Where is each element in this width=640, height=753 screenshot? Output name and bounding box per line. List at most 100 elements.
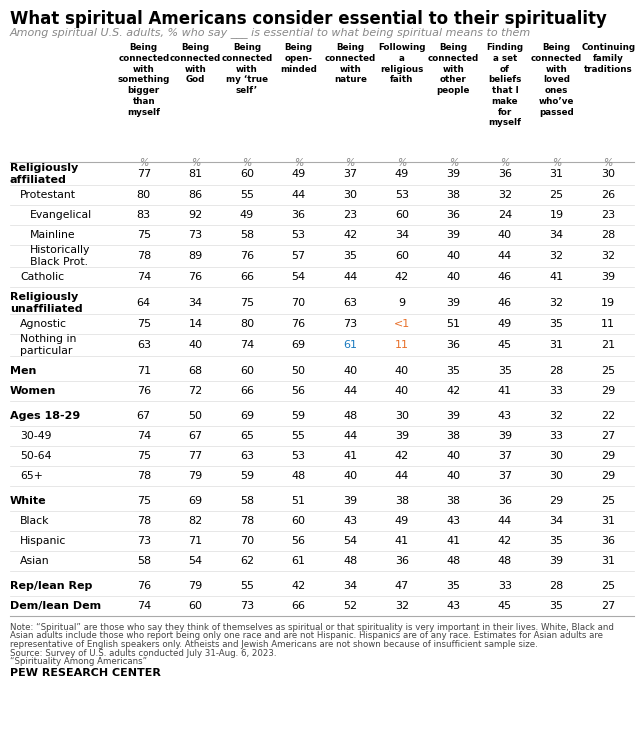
Text: Black: Black <box>20 516 49 526</box>
Text: 60: 60 <box>395 251 409 261</box>
Text: 30: 30 <box>395 411 409 421</box>
Text: Continuing
family
traditions: Continuing family traditions <box>581 43 636 74</box>
Text: 55: 55 <box>240 190 254 200</box>
Text: 36: 36 <box>498 496 512 506</box>
Text: 61: 61 <box>292 556 306 566</box>
Text: 23: 23 <box>601 210 615 220</box>
Text: 73: 73 <box>240 601 254 611</box>
Text: 34: 34 <box>188 298 202 308</box>
Text: 58: 58 <box>240 496 254 506</box>
Text: 33: 33 <box>550 431 564 441</box>
Text: 35: 35 <box>447 581 460 591</box>
Text: Finding
a set
of
beliefs
that I
make
for
myself: Finding a set of beliefs that I make for… <box>486 43 524 127</box>
Text: 42: 42 <box>446 386 461 396</box>
Text: 47: 47 <box>395 581 409 591</box>
Text: Being
open-
minded: Being open- minded <box>280 43 317 74</box>
Text: 42: 42 <box>343 230 357 240</box>
Text: 41: 41 <box>550 272 564 282</box>
Text: 51: 51 <box>292 496 306 506</box>
Text: 48: 48 <box>343 411 357 421</box>
Text: 79: 79 <box>188 581 202 591</box>
Text: 11: 11 <box>395 340 409 350</box>
Text: 67: 67 <box>137 411 151 421</box>
Text: 32: 32 <box>395 601 409 611</box>
Text: “Spirituality Among Americans”: “Spirituality Among Americans” <box>10 657 147 666</box>
Text: %: % <box>191 158 200 168</box>
Text: 70: 70 <box>240 536 254 546</box>
Text: 76: 76 <box>240 251 254 261</box>
Text: 39: 39 <box>550 556 564 566</box>
Text: 31: 31 <box>550 340 564 350</box>
Text: 76: 76 <box>292 319 306 329</box>
Text: %: % <box>294 158 303 168</box>
Text: 72: 72 <box>188 386 202 396</box>
Text: 54: 54 <box>343 536 357 546</box>
Text: 25: 25 <box>601 581 615 591</box>
Text: 78: 78 <box>137 516 151 526</box>
Text: 67: 67 <box>188 431 202 441</box>
Text: 31: 31 <box>550 169 564 179</box>
Text: 31: 31 <box>601 556 615 566</box>
Text: 75: 75 <box>137 230 151 240</box>
Text: 27: 27 <box>601 601 615 611</box>
Text: 89: 89 <box>188 251 202 261</box>
Text: 44: 44 <box>291 190 306 200</box>
Text: 39: 39 <box>446 411 460 421</box>
Text: Being
connected
with
loved
ones
who’ve
passed: Being connected with loved ones who’ve p… <box>531 43 582 117</box>
Text: 74: 74 <box>137 272 151 282</box>
Text: 48: 48 <box>498 556 512 566</box>
Text: 63: 63 <box>240 451 254 461</box>
Text: 82: 82 <box>188 516 202 526</box>
Text: 29: 29 <box>601 471 615 481</box>
Text: %: % <box>397 158 406 168</box>
Text: 32: 32 <box>550 411 564 421</box>
Text: 55: 55 <box>240 581 254 591</box>
Text: 50-64: 50-64 <box>20 451 51 461</box>
Text: 54: 54 <box>188 556 202 566</box>
Text: 39: 39 <box>395 431 409 441</box>
Text: Being
connected
with
something
bigger
than
myself: Being connected with something bigger th… <box>118 43 170 117</box>
Text: 74: 74 <box>137 601 151 611</box>
Text: 30: 30 <box>550 451 564 461</box>
Text: Ages 18-29: Ages 18-29 <box>10 411 80 421</box>
Text: 44: 44 <box>343 431 357 441</box>
Text: 46: 46 <box>498 272 512 282</box>
Text: 28: 28 <box>550 366 564 376</box>
Text: %: % <box>604 158 613 168</box>
Text: 40: 40 <box>188 340 202 350</box>
Text: 76: 76 <box>137 386 151 396</box>
Text: 40: 40 <box>446 451 460 461</box>
Text: 68: 68 <box>188 366 202 376</box>
Text: 44: 44 <box>498 251 512 261</box>
Text: 36: 36 <box>447 340 460 350</box>
Text: 32: 32 <box>550 298 564 308</box>
Text: 49: 49 <box>291 169 306 179</box>
Text: 28: 28 <box>601 230 615 240</box>
Text: 44: 44 <box>395 471 409 481</box>
Text: 39: 39 <box>601 272 615 282</box>
Text: 35: 35 <box>498 366 512 376</box>
Text: 74: 74 <box>240 340 254 350</box>
Text: 49: 49 <box>395 516 409 526</box>
Text: 75: 75 <box>137 451 151 461</box>
Text: 73: 73 <box>343 319 357 329</box>
Text: 55: 55 <box>292 431 306 441</box>
Text: 27: 27 <box>601 431 615 441</box>
Text: 50: 50 <box>292 366 306 376</box>
Text: 29: 29 <box>601 386 615 396</box>
Text: 44: 44 <box>343 386 357 396</box>
Text: 51: 51 <box>447 319 460 329</box>
Text: 38: 38 <box>395 496 409 506</box>
Text: 80: 80 <box>240 319 254 329</box>
Text: 60: 60 <box>240 169 254 179</box>
Text: 40: 40 <box>446 471 460 481</box>
Text: 36: 36 <box>601 536 615 546</box>
Text: 48: 48 <box>291 471 306 481</box>
Text: Evangelical: Evangelical <box>30 210 92 220</box>
Text: 38: 38 <box>446 190 460 200</box>
Text: 33: 33 <box>498 581 512 591</box>
Text: Following
a
religious
faith: Following a religious faith <box>378 43 426 84</box>
Text: Protestant: Protestant <box>20 190 76 200</box>
Text: 54: 54 <box>292 272 306 282</box>
Text: 46: 46 <box>498 298 512 308</box>
